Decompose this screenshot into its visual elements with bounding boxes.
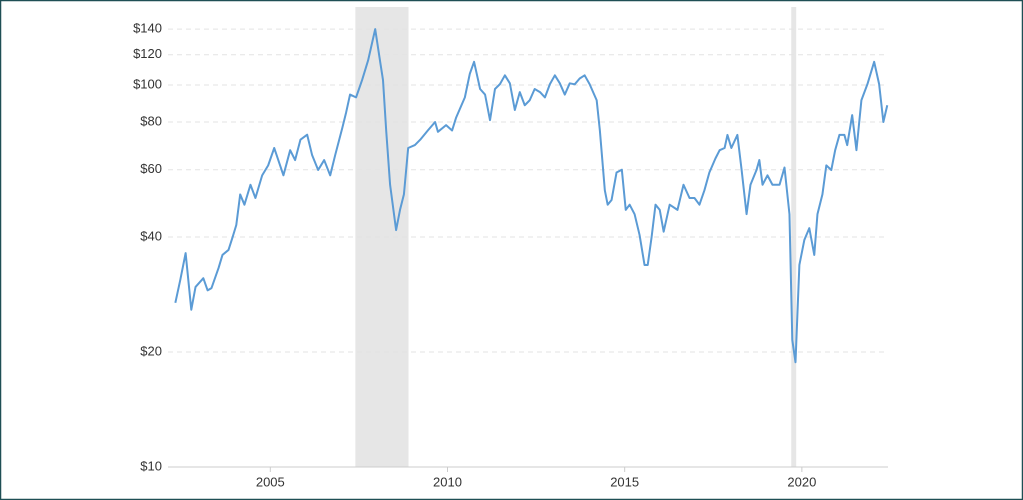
y-tick-label: $20	[140, 343, 162, 358]
y-tick-label: $100	[133, 76, 162, 91]
price-line	[174, 28, 889, 364]
x-tick-label: 2005	[256, 474, 285, 489]
x-tick-label: 2015	[610, 474, 639, 489]
x-tick-label: 2010	[433, 474, 462, 489]
y-tick-label: $80	[140, 113, 162, 128]
y-tick-label: $10	[140, 458, 162, 473]
y-tick-label: $120	[133, 46, 162, 61]
x-tick-label: 2020	[787, 474, 816, 489]
y-tick-label: $60	[140, 161, 162, 176]
recession-band	[355, 7, 409, 467]
y-tick-label: $140	[133, 21, 162, 36]
y-tick-label: $40	[140, 228, 162, 243]
